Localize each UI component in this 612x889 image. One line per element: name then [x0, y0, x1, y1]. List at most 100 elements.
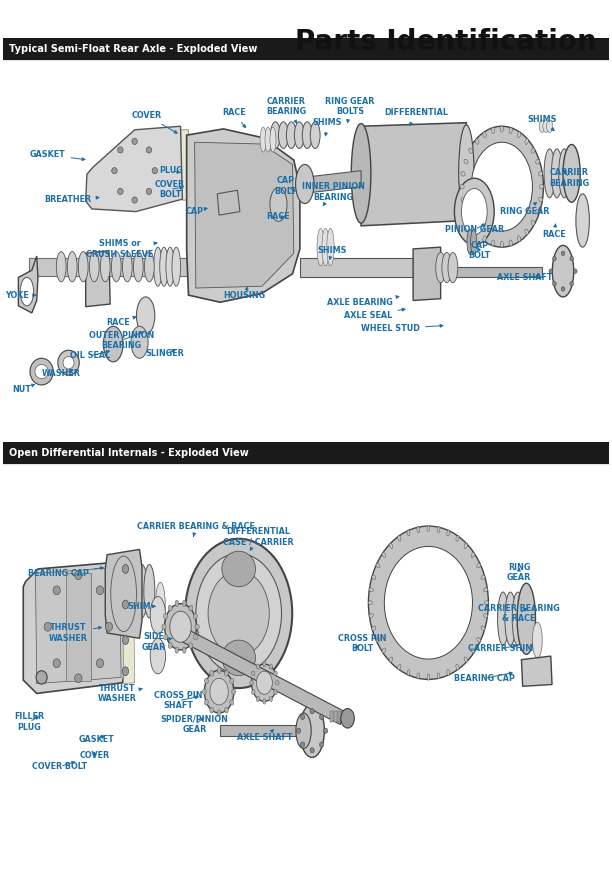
Ellipse shape: [225, 707, 228, 713]
Ellipse shape: [300, 704, 324, 757]
Ellipse shape: [460, 184, 464, 188]
Ellipse shape: [553, 245, 574, 297]
Bar: [3, 38, 609, 60]
Ellipse shape: [78, 252, 88, 282]
Ellipse shape: [501, 241, 503, 247]
Ellipse shape: [319, 742, 324, 748]
Polygon shape: [23, 562, 125, 693]
Ellipse shape: [539, 197, 543, 202]
Ellipse shape: [103, 326, 123, 362]
Ellipse shape: [136, 565, 147, 618]
Ellipse shape: [110, 558, 128, 624]
Bar: [66, 573, 91, 681]
Ellipse shape: [118, 147, 123, 153]
Ellipse shape: [96, 586, 103, 595]
Ellipse shape: [144, 565, 155, 618]
Ellipse shape: [75, 571, 82, 580]
Ellipse shape: [75, 674, 82, 683]
Ellipse shape: [296, 713, 312, 749]
Text: BEARING CAP: BEARING CAP: [454, 672, 515, 683]
Ellipse shape: [576, 194, 589, 247]
Ellipse shape: [561, 286, 565, 292]
Ellipse shape: [118, 188, 123, 195]
Text: SHIMS: SHIMS: [318, 246, 347, 260]
Polygon shape: [182, 629, 344, 725]
Text: WHEEL STUD: WHEEL STUD: [361, 324, 443, 333]
Ellipse shape: [539, 120, 545, 132]
Ellipse shape: [53, 659, 61, 668]
Text: RACE: RACE: [542, 224, 565, 239]
Ellipse shape: [310, 709, 315, 714]
Text: HOUSING: HOUSING: [224, 287, 266, 300]
Ellipse shape: [447, 669, 450, 676]
Ellipse shape: [204, 670, 234, 713]
Ellipse shape: [30, 358, 53, 385]
Text: RING GEAR: RING GEAR: [501, 203, 550, 216]
Ellipse shape: [525, 139, 528, 144]
Ellipse shape: [477, 637, 480, 642]
Ellipse shape: [464, 657, 468, 662]
Ellipse shape: [491, 240, 494, 246]
Bar: [439, 267, 542, 277]
Ellipse shape: [464, 209, 468, 214]
Ellipse shape: [407, 530, 410, 536]
Ellipse shape: [464, 543, 468, 549]
Ellipse shape: [477, 564, 480, 568]
Ellipse shape: [382, 552, 386, 557]
Ellipse shape: [122, 565, 133, 618]
Text: THRUST
WASHER: THRUST WASHER: [98, 684, 143, 703]
Ellipse shape: [122, 667, 129, 676]
Text: Open Differential Internals - Exploded View: Open Differential Internals - Exploded V…: [9, 448, 249, 458]
Ellipse shape: [476, 229, 479, 235]
Ellipse shape: [36, 670, 47, 685]
Text: SPIDER/PINION
GEAR: SPIDER/PINION GEAR: [161, 715, 228, 734]
Ellipse shape: [129, 565, 140, 618]
Text: RING
GEAR: RING GEAR: [507, 563, 531, 582]
Ellipse shape: [389, 543, 393, 549]
Ellipse shape: [146, 188, 152, 195]
Ellipse shape: [56, 252, 66, 282]
Text: SIDE
GEAR: SIDE GEAR: [142, 632, 172, 652]
Ellipse shape: [467, 229, 473, 254]
Ellipse shape: [553, 282, 556, 286]
Ellipse shape: [517, 583, 536, 654]
Ellipse shape: [96, 659, 103, 668]
Ellipse shape: [175, 647, 179, 653]
Ellipse shape: [189, 605, 193, 611]
Polygon shape: [35, 567, 121, 684]
Ellipse shape: [270, 127, 276, 152]
Ellipse shape: [296, 164, 314, 204]
Ellipse shape: [368, 526, 488, 679]
Ellipse shape: [230, 700, 234, 705]
Text: RING GEAR
BOLTS: RING GEAR BOLTS: [326, 97, 375, 123]
Ellipse shape: [111, 167, 118, 174]
Ellipse shape: [165, 604, 196, 650]
Ellipse shape: [417, 526, 420, 533]
Ellipse shape: [151, 597, 165, 634]
Text: GASKET: GASKET: [79, 735, 114, 744]
Ellipse shape: [286, 122, 296, 148]
Ellipse shape: [559, 148, 570, 197]
Ellipse shape: [196, 553, 282, 674]
Ellipse shape: [270, 188, 287, 221]
Polygon shape: [330, 711, 333, 722]
Ellipse shape: [58, 350, 79, 375]
Ellipse shape: [483, 132, 487, 138]
Ellipse shape: [172, 247, 181, 286]
Ellipse shape: [67, 252, 77, 282]
Text: RACE: RACE: [267, 212, 290, 221]
Text: BREATHER: BREATHER: [43, 195, 99, 204]
Ellipse shape: [376, 564, 380, 568]
Ellipse shape: [573, 269, 577, 274]
Ellipse shape: [185, 539, 293, 688]
Ellipse shape: [407, 669, 410, 676]
Ellipse shape: [44, 622, 51, 631]
Text: CARRIER
BEARING: CARRIER BEARING: [549, 168, 589, 188]
Ellipse shape: [547, 120, 553, 132]
Ellipse shape: [481, 626, 485, 630]
Ellipse shape: [263, 661, 266, 667]
Ellipse shape: [327, 228, 334, 266]
Ellipse shape: [122, 565, 129, 573]
Polygon shape: [187, 129, 300, 302]
Ellipse shape: [163, 613, 168, 619]
